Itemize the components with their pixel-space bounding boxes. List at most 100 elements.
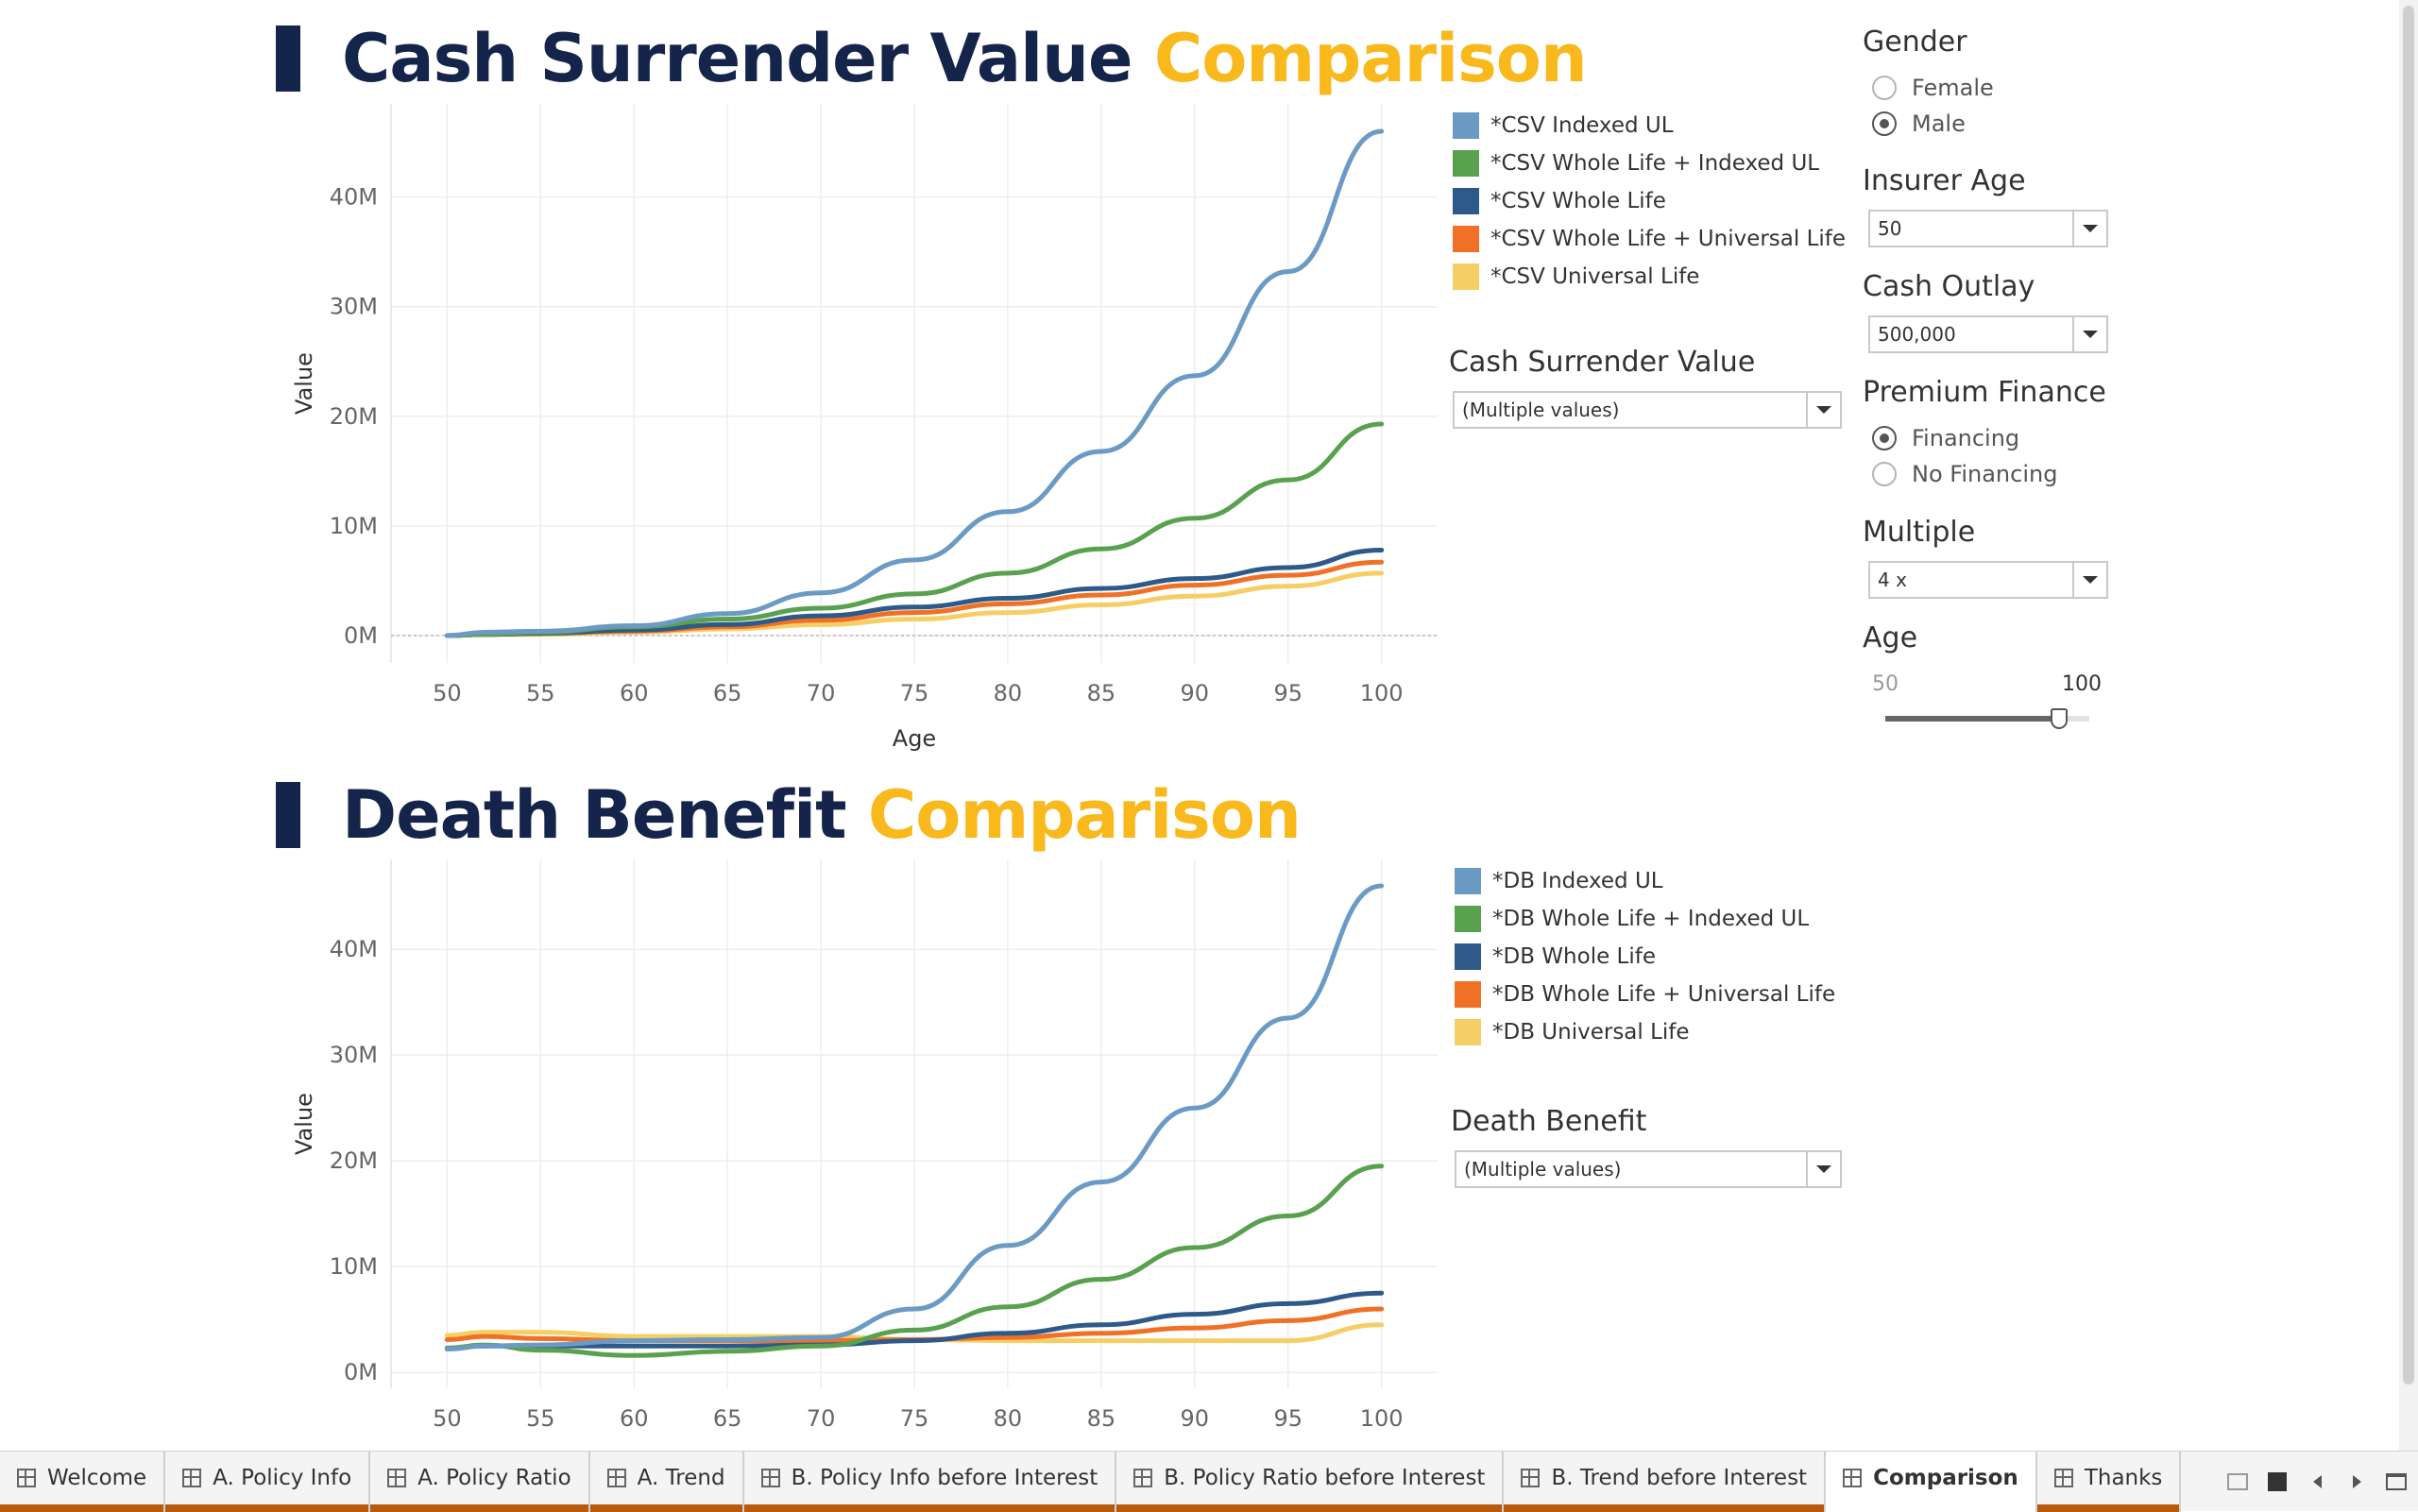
chevron-down-icon[interactable] xyxy=(2072,212,2106,246)
db-legend-item[interactable]: *DB Universal Life xyxy=(1455,1013,1835,1051)
legend-label: *CSV Indexed UL xyxy=(1490,113,1674,138)
age-slider-min: 50 xyxy=(1872,672,1899,696)
legend-swatch xyxy=(1453,188,1479,214)
x-tick-label: 70 xyxy=(807,680,836,706)
no-financing-label: No Financing xyxy=(1912,461,2058,487)
db-title-marker xyxy=(276,782,300,848)
y-tick-label: 20M xyxy=(330,403,378,430)
tab-welcome[interactable]: Welcome xyxy=(0,1452,166,1512)
gender-option-female[interactable]: Female xyxy=(1872,71,1994,105)
legend-swatch xyxy=(1455,981,1481,1008)
y-tick-label: 0M xyxy=(344,622,378,649)
x-tick-label: 65 xyxy=(713,1405,742,1432)
db-legend-item[interactable]: *DB Whole Life + Universal Life xyxy=(1455,976,1835,1013)
tab-b-trend-before-interest[interactable]: B. Trend before Interest xyxy=(1504,1452,1827,1512)
series-line[interactable] xyxy=(444,128,1385,638)
y-axis-title: Value xyxy=(291,1093,317,1155)
csv-legend-item[interactable]: *CSV Universal Life xyxy=(1453,258,1846,296)
db-legend: *DB Indexed UL *DB Whole Life + Indexed U… xyxy=(1455,862,1835,1051)
grid-view-icon[interactable] xyxy=(2227,1471,2248,1492)
chevron-down-icon[interactable] xyxy=(1806,1152,1840,1186)
x-tick-label: 55 xyxy=(526,680,555,706)
radio-male[interactable] xyxy=(1872,111,1897,136)
cash-outlay-dropdown[interactable]: 500,000 xyxy=(1868,315,2108,353)
x-tick-label: 80 xyxy=(994,1405,1023,1432)
presentation-mode-icon[interactable] xyxy=(2386,1471,2407,1492)
chevron-down-icon[interactable] xyxy=(2072,317,2106,351)
tab-label: A. Policy Ratio xyxy=(417,1466,571,1490)
multiple-dropdown[interactable]: 4 x xyxy=(1868,561,2108,599)
y-tick-label: 30M xyxy=(330,1042,378,1068)
tab-a-trend[interactable]: A. Trend xyxy=(589,1452,744,1512)
legend-label: *CSV Whole Life xyxy=(1490,189,1666,213)
cash-outlay-title: Cash Outlay xyxy=(1863,270,2035,303)
db-line-chart[interactable]: 50 55 60 65 70 75 80 85 90 95 100 0M 10M 20M 30M 40M Val… xyxy=(283,859,1455,1451)
legend-label: *DB Universal Life xyxy=(1492,1020,1690,1045)
db-legend-item[interactable]: *DB Whole Life + Indexed UL xyxy=(1455,900,1835,938)
premium-finance-option-financing[interactable]: Financing xyxy=(1872,421,2019,455)
csv-line-chart[interactable]: 50 55 60 65 70 75 80 85 90 95 100 0M 10M 20M 30M 40M Val… xyxy=(283,104,1455,765)
csv-legend-item[interactable]: *CSV Whole Life + Indexed UL xyxy=(1453,144,1846,182)
insurer-age-title: Insurer Age xyxy=(1863,164,2026,197)
x-tick-label: 75 xyxy=(900,680,929,706)
db-chart-title: Death Benefit Comparison xyxy=(342,776,1302,854)
tab-comparison[interactable]: Comparison xyxy=(1826,1452,2037,1512)
sheet-grid-icon xyxy=(2053,1469,2073,1487)
radio-no-financing[interactable] xyxy=(1872,462,1897,486)
premium-finance-title: Premium Finance xyxy=(1863,376,2106,409)
legend-swatch xyxy=(1455,943,1481,970)
radio-financing[interactable] xyxy=(1872,426,1897,450)
db-filter-dropdown[interactable]: (Multiple values) xyxy=(1455,1150,1842,1188)
next-sheet-icon[interactable] xyxy=(2346,1471,2367,1492)
single-sheet-view-icon[interactable] xyxy=(2267,1471,2288,1492)
sheet-tab-bar: Welcome A. Policy Info A. Policy Ratio A. T… xyxy=(0,1451,2418,1512)
legend-label: *CSV Whole Life + Universal Life xyxy=(1490,227,1847,251)
sheet-grid-icon xyxy=(387,1469,407,1487)
radio-female[interactable] xyxy=(1872,76,1897,100)
db-legend-item[interactable]: *DB Whole Life xyxy=(1455,938,1835,976)
x-axis-title: Age xyxy=(893,725,936,752)
csv-legend: *CSV Indexed UL *CSV Whole Life + Indexed… xyxy=(1453,107,1846,296)
db-legend-item[interactable]: *DB Indexed UL xyxy=(1455,862,1835,900)
gender-female-label: Female xyxy=(1912,75,1994,101)
gender-option-male[interactable]: Male xyxy=(1872,107,1966,141)
chevron-down-icon[interactable] xyxy=(2072,563,2106,597)
sheet-grid-icon xyxy=(1133,1469,1153,1487)
tab-nav-controls xyxy=(2227,1452,2407,1512)
chevron-down-icon[interactable] xyxy=(1806,393,1840,427)
premium-finance-option-no-financing[interactable]: No Financing xyxy=(1872,457,2057,491)
legend-label: *CSV Universal Life xyxy=(1490,264,1700,289)
db-title-main: Death Benefit xyxy=(342,776,847,854)
tab-label: B. Policy Info before Interest xyxy=(791,1466,1098,1490)
age-slider-title: Age xyxy=(1863,621,1918,654)
previous-sheet-icon[interactable] xyxy=(2307,1471,2327,1492)
tab-b-policy-info-before-interest[interactable]: B. Policy Info before Interest xyxy=(743,1452,1117,1512)
tab-a-policy-ratio[interactable]: A. Policy Ratio xyxy=(370,1452,590,1512)
tab-thanks[interactable]: Thanks xyxy=(2036,1452,2182,1512)
series-line[interactable] xyxy=(444,883,1385,1352)
csv-chart-title: Cash Surrender Value Comparison xyxy=(342,20,1588,97)
csv-legend-item[interactable]: *CSV Whole Life xyxy=(1453,182,1846,220)
tab-label: Welcome xyxy=(47,1466,147,1490)
age-slider-handle[interactable] xyxy=(2051,708,2068,729)
vertical-scrollbar[interactable] xyxy=(2399,0,2418,1451)
multiple-title: Multiple xyxy=(1863,516,1976,549)
csv-title-marker xyxy=(276,25,300,92)
tab-b-policy-ratio-before-interest[interactable]: B. Policy Ratio before Interest xyxy=(1116,1452,1505,1512)
db-filter-value: (Multiple values) xyxy=(1464,1158,1622,1181)
insurer-age-dropdown[interactable]: 50 xyxy=(1868,210,2108,247)
cash-outlay-value: 500,000 xyxy=(1878,323,1956,346)
tab-label: A. Policy Info xyxy=(213,1466,352,1490)
legend-swatch xyxy=(1453,150,1479,177)
csv-filter-dropdown[interactable]: (Multiple values) xyxy=(1453,391,1842,429)
csv-legend-item[interactable]: *CSV Indexed UL xyxy=(1453,107,1846,144)
scrollbar-thumb[interactable] xyxy=(2403,6,2414,1385)
db-filter-title: Death Benefit xyxy=(1451,1105,1647,1138)
sheet-grid-icon xyxy=(760,1469,780,1487)
tab-a-policy-info[interactable]: A. Policy Info xyxy=(165,1452,371,1512)
x-tick-label: 80 xyxy=(994,680,1023,706)
sheet-grid-icon xyxy=(182,1469,202,1487)
series-line[interactable] xyxy=(444,1164,1385,1358)
csv-legend-item[interactable]: *CSV Whole Life + Universal Life xyxy=(1453,220,1846,258)
csv-title-main: Cash Surrender Value xyxy=(342,20,1132,97)
